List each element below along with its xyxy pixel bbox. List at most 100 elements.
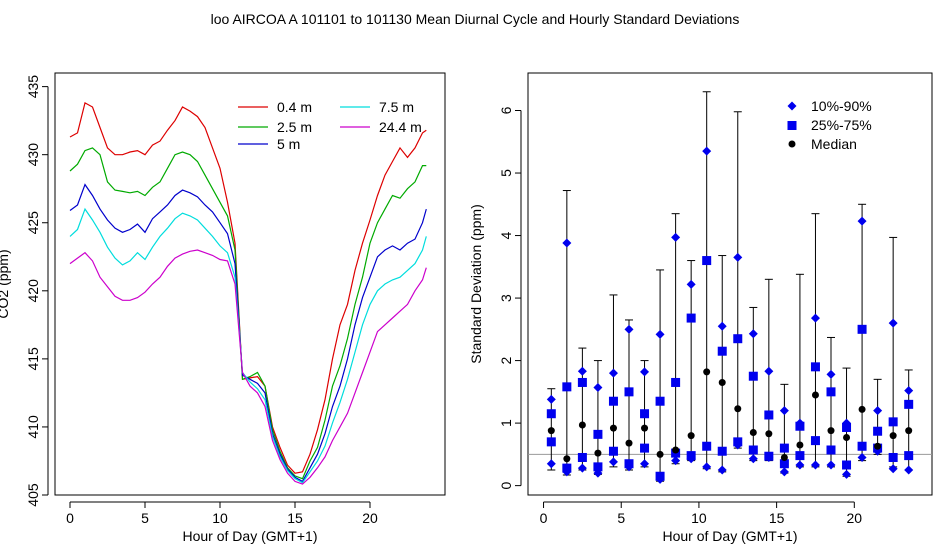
point-10pct	[748, 454, 758, 464]
hour-group	[748, 306, 758, 464]
point-median	[687, 432, 695, 440]
point-25pct	[795, 451, 805, 461]
point-75pct	[640, 409, 650, 419]
point-median	[749, 428, 757, 436]
point-25pct	[546, 437, 556, 447]
legend-label: 24.4 m	[379, 119, 422, 135]
left-x-tick-label: 20	[362, 510, 378, 526]
chart-title: loo AIRCOA A 101101 to 101130 Mean Diurn…	[210, 11, 740, 27]
legend-label: 0.4 m	[277, 99, 312, 115]
point-median	[718, 378, 726, 386]
point-25pct	[702, 441, 712, 451]
point-25pct	[562, 463, 572, 473]
hour-group	[593, 360, 603, 478]
point-25pct	[640, 443, 650, 453]
legend-marker-25-75	[787, 121, 797, 130]
point-75pct	[826, 387, 836, 397]
point-90pct	[888, 318, 898, 328]
point-25pct	[779, 459, 789, 469]
left-y-tick-label: 415	[25, 347, 41, 371]
hour-group	[577, 347, 587, 473]
point-90pct	[562, 238, 572, 248]
point-90pct	[546, 394, 556, 404]
point-75pct	[733, 334, 743, 344]
point-10pct	[671, 456, 681, 466]
right-y-tick-label: 2	[498, 356, 514, 364]
point-median	[811, 391, 819, 399]
point-10pct	[717, 465, 727, 475]
point-10pct	[577, 463, 587, 473]
point-25pct	[733, 437, 743, 447]
point-75pct	[546, 409, 556, 419]
point-75pct	[686, 313, 696, 323]
legend-label: 25%-75%	[811, 117, 872, 133]
point-25pct	[748, 445, 758, 455]
point-median	[874, 442, 882, 450]
right-y-axis-label: Standard Deviation (ppm)	[468, 204, 484, 364]
right-axes: 0 5 10 15 20 0 1 2 3 4 5 6 Hour of Day (GMT+1) Standa…	[468, 72, 933, 544]
legend-label: Median	[811, 136, 857, 152]
point-90pct	[873, 406, 883, 416]
hour-group	[888, 236, 898, 474]
legend-marker-10-90	[787, 101, 797, 111]
point-median	[827, 427, 835, 435]
left-plot-frame	[54, 72, 446, 496]
point-90pct	[733, 252, 743, 262]
left-y-tick-label: 425	[25, 211, 41, 235]
point-90pct	[779, 406, 789, 416]
point-median	[609, 424, 617, 432]
right-x-tick-label: 15	[769, 510, 785, 526]
point-median	[843, 433, 851, 441]
series-line-7-5-m	[69, 207, 427, 484]
point-10pct	[546, 459, 556, 469]
right-plot-frame	[527, 72, 933, 496]
point-75pct	[873, 426, 883, 436]
point-90pct	[671, 232, 681, 242]
left-x-tick-label: 15	[287, 510, 303, 526]
point-median	[734, 405, 742, 413]
hour-group	[562, 190, 572, 477]
point-median	[703, 368, 711, 376]
legend-marker-median	[788, 140, 796, 148]
left-y-tick-label: 435	[25, 75, 41, 99]
point-median	[625, 439, 633, 447]
point-median	[858, 405, 866, 413]
point-75pct	[764, 410, 774, 420]
point-25pct	[577, 452, 587, 462]
point-25pct	[810, 436, 820, 446]
left-x-tick-label: 10	[212, 510, 228, 526]
left-x-axis-label: Hour of Day (GMT+1)	[183, 528, 318, 544]
point-90pct	[717, 321, 727, 331]
hour-group	[779, 383, 789, 477]
point-median	[641, 424, 649, 432]
point-25pct	[888, 452, 898, 462]
point-90pct	[857, 216, 867, 226]
point-25pct	[857, 441, 867, 451]
point-median	[563, 455, 571, 463]
point-median	[765, 430, 773, 438]
point-75pct	[810, 362, 820, 372]
hour-group	[686, 260, 696, 464]
right-x-tick-label: 10	[691, 510, 707, 526]
point-10pct	[810, 460, 820, 470]
hour-group	[842, 367, 852, 479]
point-10pct	[826, 460, 836, 470]
point-median	[594, 449, 602, 457]
legend-label: 7.5 m	[379, 99, 414, 115]
series-line-2-5-m	[69, 147, 427, 480]
left-y-axis-label: CO2 (ppm)	[0, 249, 11, 318]
right-y-tick-label: 4	[498, 231, 514, 239]
point-75pct	[671, 377, 681, 387]
hour-group	[624, 319, 634, 472]
point-median	[672, 446, 680, 454]
point-90pct	[608, 368, 618, 378]
point-median	[889, 432, 897, 440]
left-y-tick-label: 430	[25, 143, 41, 167]
point-25pct	[826, 445, 836, 455]
hour-group	[826, 336, 836, 470]
point-90pct	[593, 382, 603, 392]
left-axes: 0 5 10 15 20 405 410 415 420 425 430 435 Hour of Day…	[0, 72, 446, 544]
hour-group	[904, 369, 914, 475]
point-10pct	[857, 452, 867, 462]
